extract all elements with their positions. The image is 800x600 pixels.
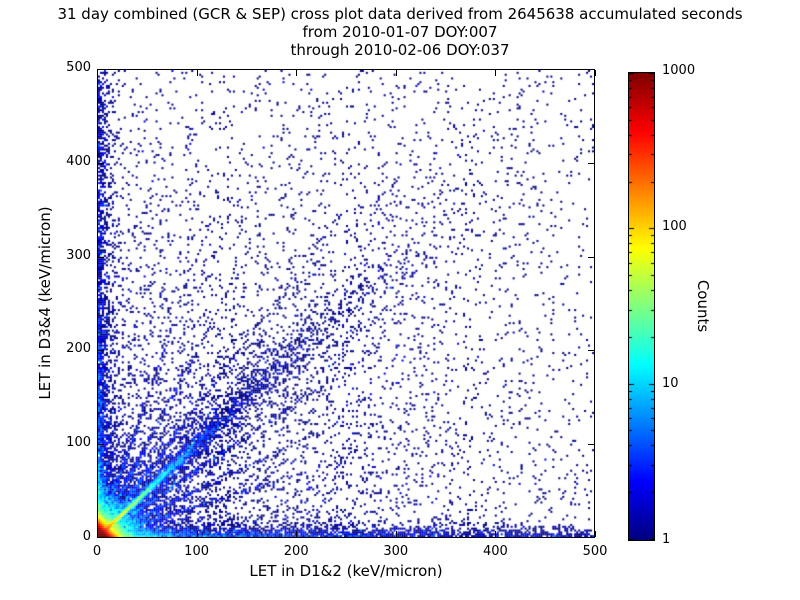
title-line-3: through 2010-02-06 DOY:037 — [290, 41, 510, 59]
colorbar-tick-label: 1 — [662, 532, 671, 547]
y-tick-label: 500 — [66, 60, 91, 75]
x-tick-label: 0 — [92, 544, 102, 559]
title-line-2: from 2010-01-07 DOY:007 — [302, 23, 498, 41]
x-tick-mark — [595, 531, 596, 537]
colorbar-title: Counts — [694, 279, 712, 333]
x-tick-label: 100 — [184, 544, 210, 559]
x-tick-label: 200 — [283, 544, 309, 559]
colorbar-tick-label: 100 — [662, 219, 687, 235]
x-tick-label: 500 — [582, 544, 608, 559]
colorbar — [628, 72, 655, 541]
x-tick-mark — [595, 70, 596, 76]
y-tick-label: 100 — [66, 435, 91, 451]
colorbar-gradient-canvas — [629, 73, 654, 540]
chart-title: 31 day combined (GCR & SEP) cross plot d… — [0, 5, 800, 59]
y-tick-label: 400 — [66, 153, 91, 169]
title-line-1: 31 day combined (GCR & SEP) cross plot d… — [57, 5, 743, 23]
y-axis-label: LET in D3&4 (keV/micron) — [36, 206, 54, 400]
scatter-density-canvas — [98, 70, 594, 537]
y-tick-label: 0 — [82, 529, 91, 544]
x-axis-label: LET in D1&2 (keV/micron) — [249, 562, 443, 580]
colorbar-tick-label: 1000 — [662, 63, 696, 78]
x-tick-label: 400 — [482, 544, 508, 559]
x-tick-label: 300 — [383, 544, 409, 559]
plot-area — [97, 69, 595, 538]
colorbar-tick-label: 10 — [662, 375, 679, 391]
